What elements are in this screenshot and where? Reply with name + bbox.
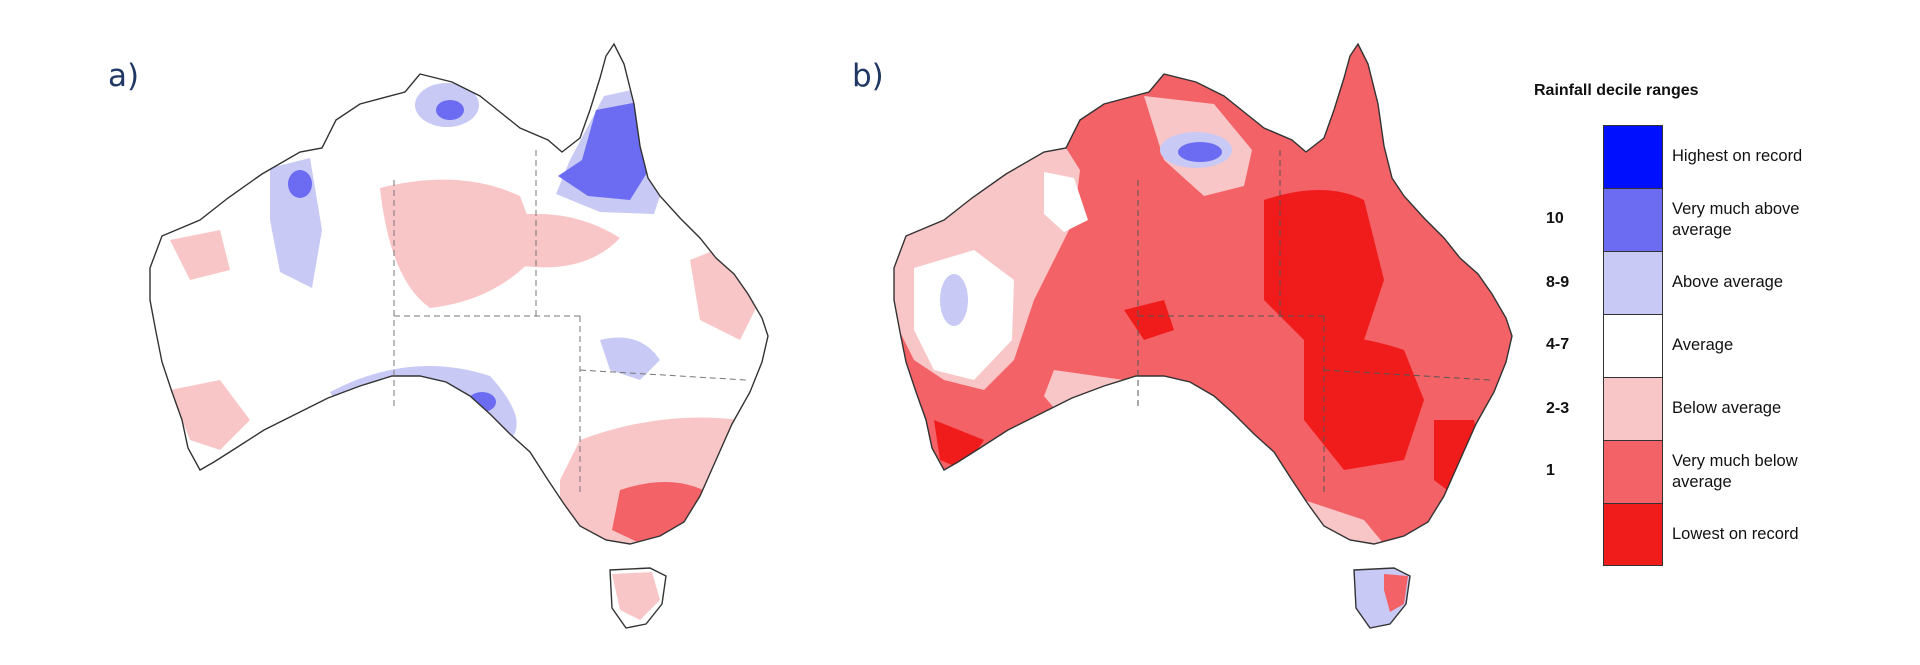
legend-decile-2-3: 2-3	[1546, 400, 1570, 417]
legend-swatch-lowest	[1603, 503, 1663, 566]
legend-decile-4-7: 4-7	[1546, 336, 1570, 353]
legend-decile-8-9: 8-9	[1546, 274, 1570, 291]
legend-title: Rainfall decile ranges	[1534, 82, 1699, 99]
legend-label-average: Average	[1672, 336, 1734, 354]
map-panel-a	[149, 43, 769, 629]
legend-swatch-average	[1603, 314, 1663, 377]
legend-box-outline	[1603, 125, 1663, 566]
legend-label-below: Below average	[1672, 399, 1782, 417]
map-b-anomalies	[894, 96, 1484, 612]
legend: Rainfall decile ranges Highest on record…	[1528, 72, 1828, 592]
legend-decile-10: 10	[1546, 210, 1564, 227]
legend-label-very-much-below: Very much below average	[1672, 451, 1798, 491]
legend-label-above: Above average	[1672, 273, 1783, 291]
legend-swatch-below	[1603, 377, 1663, 440]
legend-swatch-very-much-below	[1603, 440, 1663, 503]
legend-decile-1: 1	[1546, 462, 1555, 479]
panel-b-label: b)	[852, 58, 884, 94]
legend-label-very-much-above: Very much above average	[1672, 199, 1800, 239]
legend-swatch-very-much-above	[1603, 188, 1663, 251]
legend-swatch-above	[1603, 251, 1663, 314]
legend-swatch-highest	[1603, 125, 1663, 188]
legend-label-highest: Highest on record	[1672, 147, 1803, 165]
map-panel-b	[893, 43, 1513, 629]
panel-a-label: a)	[108, 58, 140, 94]
legend-label-lowest: Lowest on record	[1672, 525, 1799, 543]
